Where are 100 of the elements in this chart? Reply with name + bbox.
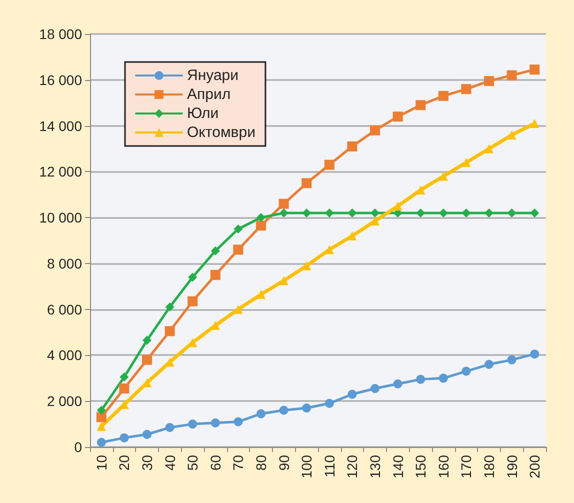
point <box>438 90 448 101</box>
point <box>462 366 471 376</box>
point <box>370 208 380 218</box>
x-tick-label: 150 <box>412 454 429 478</box>
y-tick-label: 0 <box>74 439 82 455</box>
point <box>233 244 244 255</box>
point <box>279 406 288 415</box>
point <box>279 276 288 286</box>
point <box>279 208 288 218</box>
point <box>234 417 243 426</box>
x-tick-label: 130 <box>367 454 383 478</box>
point <box>324 160 334 170</box>
point <box>506 70 517 80</box>
x-tick-label: 30 <box>139 454 155 471</box>
point <box>165 302 174 312</box>
legend-label: Юли <box>187 105 219 122</box>
point <box>393 379 402 388</box>
point <box>302 261 312 270</box>
legend-label: Октомври <box>187 124 256 141</box>
point <box>438 374 448 383</box>
point <box>302 403 312 412</box>
point <box>530 350 540 359</box>
point <box>96 406 106 415</box>
x-tick-label: 60 <box>207 454 224 471</box>
x-tick-label: 20 <box>116 454 132 471</box>
x-tick-label: 190 <box>504 454 520 478</box>
point <box>484 208 494 218</box>
y-tick-label: 8 000 <box>46 255 82 272</box>
point <box>484 144 494 154</box>
point <box>462 208 471 218</box>
point <box>484 360 494 369</box>
point <box>234 224 243 234</box>
point <box>416 374 426 384</box>
point <box>324 398 334 408</box>
point <box>164 326 175 336</box>
point <box>416 100 426 110</box>
point <box>484 76 494 86</box>
point <box>348 231 357 240</box>
point <box>96 412 106 422</box>
point <box>370 384 380 393</box>
point <box>393 202 402 211</box>
x-tick-label: 200 <box>526 454 543 478</box>
point <box>256 213 266 222</box>
point <box>347 141 358 152</box>
point <box>370 125 380 136</box>
x-tick-label: 140 <box>390 454 406 478</box>
point <box>142 430 152 439</box>
point <box>438 172 448 181</box>
legend-label: Април <box>187 86 231 103</box>
point <box>370 216 380 226</box>
point <box>120 433 129 442</box>
point <box>507 208 516 218</box>
x-tick-label: 180 <box>481 454 497 478</box>
point <box>302 178 312 188</box>
point <box>256 290 266 299</box>
point <box>210 270 220 280</box>
x-tick-label: 40 <box>162 454 178 471</box>
point <box>348 390 357 399</box>
point <box>462 158 471 167</box>
point <box>348 208 357 218</box>
legend-label: Януари <box>187 67 239 84</box>
point <box>210 418 220 428</box>
y-tick-label: 4 000 <box>46 347 82 364</box>
point <box>530 118 540 128</box>
point <box>120 372 129 382</box>
y-tick-label: 12 000 <box>39 164 82 180</box>
point <box>96 422 106 431</box>
x-tick-label: 170 <box>458 454 474 478</box>
y-tick-label: 14 000 <box>39 118 82 134</box>
y-tick-label: 18 000 <box>39 26 82 42</box>
x-tick-label: 70 <box>230 454 246 471</box>
y-tick-label: 10 000 <box>39 210 82 226</box>
point <box>210 246 220 256</box>
point <box>234 304 243 314</box>
point <box>188 296 198 306</box>
y-tick-label: 16 000 <box>39 72 82 88</box>
point <box>530 208 540 218</box>
x-tick-label: 120 <box>344 454 360 478</box>
point <box>392 112 403 122</box>
point <box>256 409 266 418</box>
point <box>507 130 516 140</box>
point <box>324 245 334 254</box>
point <box>188 420 198 429</box>
point <box>119 383 130 394</box>
x-tick-label: 100 <box>298 454 315 478</box>
x-tick-label: 80 <box>253 454 269 471</box>
x-tick-label: 10 <box>93 454 110 471</box>
point <box>507 355 516 364</box>
x-tick-label: 90 <box>276 454 292 471</box>
point <box>461 84 472 94</box>
point <box>96 438 106 447</box>
y-tick-label: 6 000 <box>46 301 82 318</box>
point <box>165 423 174 432</box>
point <box>256 220 266 231</box>
point <box>188 272 198 282</box>
point <box>416 186 426 195</box>
x-tick-label: 160 <box>435 454 452 478</box>
point <box>530 64 540 75</box>
x-tick-label: 110 <box>321 454 338 478</box>
point <box>278 198 289 209</box>
